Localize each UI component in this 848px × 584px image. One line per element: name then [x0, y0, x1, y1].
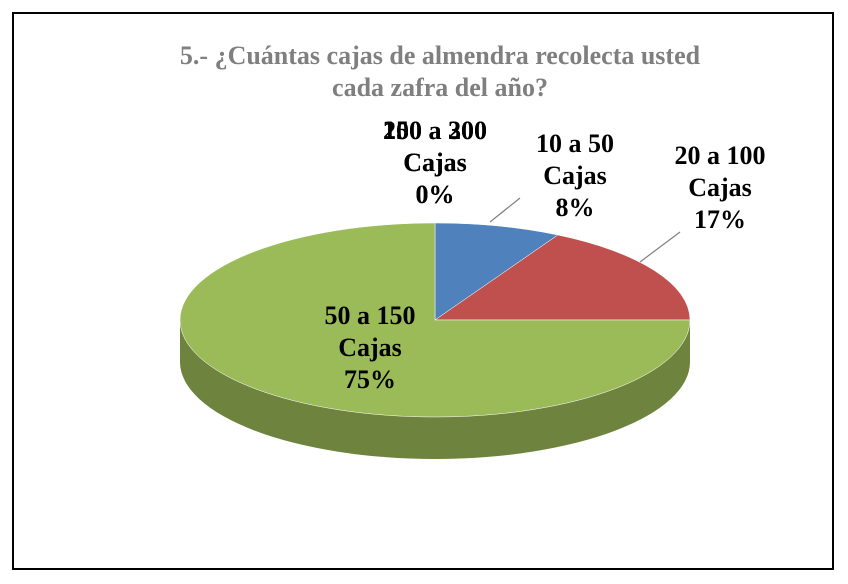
label-category: 200 a 300 Cajas [383, 116, 487, 177]
leader-line [639, 231, 681, 263]
label-value: 8% [555, 193, 595, 222]
data-label: 10 a 50 Cajas 8% [510, 128, 640, 224]
label-category: 150 a 200 Cajas [383, 116, 487, 177]
label-value: 75% [344, 365, 396, 394]
label-category: 50 a 150 Cajas [324, 301, 416, 362]
leader-line [489, 197, 521, 223]
label-category: 10 a 50 Cajas [536, 129, 614, 190]
data-label: 150 a 200 Cajas 0% [370, 115, 500, 211]
data-label: 20 a 100 Cajas 17% [655, 140, 785, 236]
pie-side [180, 320, 690, 459]
label-value: 0% [415, 180, 455, 209]
label-value: 17% [694, 205, 746, 234]
data-label: 50 a 150 Cajas 75% [305, 300, 435, 396]
chart-frame [12, 12, 834, 570]
pie-slice [434, 234, 691, 321]
pie-slice [434, 222, 559, 321]
chart-title: 5.- ¿Cuántas cajas de almendra recolecta… [179, 41, 701, 102]
label-category: 20 a 100 Cajas [674, 141, 766, 202]
data-label: 200 a 300 Cajas 0% [370, 115, 500, 211]
label-value: 0% [415, 180, 455, 209]
pie-slice [179, 222, 691, 418]
